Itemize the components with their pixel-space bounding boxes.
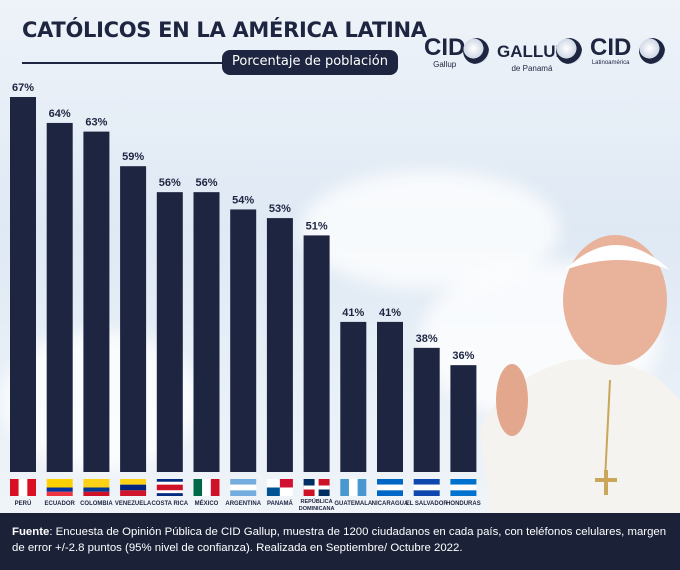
bar: [120, 166, 147, 472]
globe-icon: [463, 38, 489, 64]
bar-chart: 67% PERÚ 64% ECUADOR 63% COLOMBIA 59% VENEZUELA…: [10, 82, 481, 512]
flag-icon: [413, 479, 440, 496]
bar: [83, 131, 110, 472]
bar: [303, 235, 330, 472]
logo-cid-gallup: CID Gallup: [424, 34, 466, 70]
value-label: 63%: [85, 117, 107, 129]
category-label: ECUADOR: [45, 501, 76, 507]
value-label: 54%: [232, 194, 254, 206]
category-label: EL SALVADOR: [406, 501, 449, 507]
bar: [413, 347, 440, 472]
category-label: COSTA RICA: [151, 501, 188, 507]
logo-gallup-panama: GALLUP de Panamá: [497, 42, 567, 73]
flag-icon: [46, 479, 73, 496]
value-label: 51%: [306, 220, 328, 232]
value-label: 59%: [122, 151, 144, 163]
category-label: PANAMÁ: [267, 500, 294, 507]
category-label: NICARAGUA: [372, 501, 409, 507]
flag-icon: [340, 479, 367, 496]
value-label: 67%: [12, 82, 34, 94]
value-label: 41%: [342, 307, 364, 319]
category-label: REPÚBLICA: [301, 498, 333, 505]
category-label: PERÚ: [15, 500, 32, 507]
subtitle-badge: Porcentaje de población: [222, 50, 398, 75]
logo-cid-latinoamerica: CID Latinoamérica: [590, 34, 632, 67]
value-label: 36%: [452, 350, 474, 362]
globe-icon: [556, 38, 582, 64]
flag-icon: [266, 479, 293, 496]
flag-icon: [120, 479, 147, 496]
flag-icon: [10, 479, 36, 496]
category-label: VENEZUELA: [115, 501, 152, 507]
bar: [450, 365, 477, 472]
value-label: 41%: [379, 307, 401, 319]
value-label: 53%: [269, 203, 291, 215]
bar: [46, 122, 73, 472]
source-footer: Fuente: Encuesta de Opinión Pública de C…: [0, 513, 680, 570]
pope-photo: [480, 235, 680, 513]
flag-icon: [230, 479, 257, 496]
value-label: 64%: [49, 108, 71, 120]
value-label: 38%: [416, 333, 438, 345]
bar: [340, 321, 367, 472]
bar: [156, 192, 183, 472]
category-label: ARGENTINA: [225, 501, 261, 507]
flag-icon: [156, 479, 183, 496]
bar: [10, 97, 36, 472]
value-label: 56%: [195, 177, 217, 189]
bar: [193, 192, 220, 472]
page-title: CATÓLICOS EN LA AMÉRICA LATINA: [22, 18, 427, 42]
category-label: HONDURAS: [446, 501, 481, 507]
value-label: 56%: [159, 177, 181, 189]
flag-icon: [83, 479, 110, 496]
bar: [377, 321, 403, 472]
flag-icon: [193, 479, 220, 496]
flag-icon: [303, 479, 330, 496]
category-label: DOMINICANA: [299, 506, 335, 512]
flag-icon: [450, 479, 477, 496]
category-label: MÉXICO: [195, 499, 219, 507]
bar: [266, 218, 293, 472]
flag-icon: [377, 479, 403, 496]
globe-icon: [639, 38, 665, 64]
category-label: COLOMBIA: [80, 501, 113, 507]
bar: [230, 209, 257, 472]
category-label: GUATEMALA: [334, 501, 373, 507]
title-rule: [22, 62, 222, 64]
